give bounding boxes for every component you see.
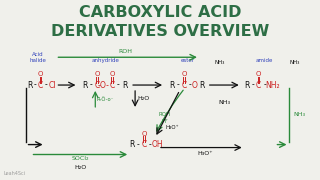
Text: OH: OH	[151, 140, 163, 149]
Text: R: R	[123, 80, 128, 89]
Text: O: O	[256, 71, 261, 77]
Text: O: O	[192, 80, 198, 89]
Text: -: -	[149, 140, 151, 149]
Text: O: O	[141, 131, 147, 137]
Text: R: R	[199, 80, 204, 89]
Text: -O-: -O-	[98, 80, 110, 89]
Text: -: -	[251, 80, 254, 89]
Text: -: -	[188, 80, 191, 89]
Text: R: R	[169, 80, 175, 89]
Text: C: C	[141, 140, 147, 149]
Text: anhydride: anhydride	[91, 58, 119, 63]
Text: C: C	[181, 80, 187, 89]
Text: NH₃: NH₃	[214, 60, 225, 65]
Text: -: -	[90, 80, 93, 89]
Text: -: -	[177, 80, 179, 89]
Text: amide: amide	[256, 58, 273, 63]
Text: NH₃: NH₃	[289, 60, 300, 65]
Text: H₂O: H₂O	[74, 165, 86, 170]
Text: -: -	[263, 80, 266, 89]
Text: NH₃: NH₃	[219, 100, 231, 105]
Text: Cl: Cl	[49, 80, 56, 89]
Text: NH₃: NH₃	[293, 112, 305, 117]
Text: Acid
halide: Acid halide	[29, 52, 46, 63]
Text: O: O	[95, 71, 100, 77]
Text: -: -	[45, 80, 48, 89]
Text: DERIVATIVES OVERVIEW: DERIVATIVES OVERVIEW	[51, 24, 269, 39]
Text: ester: ester	[181, 58, 195, 63]
Text: R: R	[129, 140, 135, 149]
Text: ROH: ROH	[118, 49, 132, 54]
Text: H⁺: H⁺	[162, 119, 168, 124]
Text: R: R	[27, 80, 32, 89]
Text: H₃O⁺: H₃O⁺	[165, 125, 179, 130]
Text: ROH: ROH	[159, 112, 171, 117]
Text: R-Ö-o⁻: R-Ö-o⁻	[97, 97, 114, 102]
Text: C: C	[256, 80, 261, 89]
Text: C: C	[95, 80, 100, 89]
Text: Leah4Sci: Leah4Sci	[4, 171, 26, 176]
Text: R: R	[244, 80, 249, 89]
Text: O: O	[109, 71, 115, 77]
Text: R: R	[83, 80, 88, 89]
Text: -: -	[117, 80, 120, 89]
Text: -: -	[33, 80, 36, 89]
Text: CARBOXYLIC ACID: CARBOXYLIC ACID	[79, 5, 241, 20]
Text: H₃O⁺: H₃O⁺	[197, 151, 212, 156]
Text: C: C	[38, 80, 43, 89]
Text: NH₂: NH₂	[265, 80, 280, 89]
Text: C: C	[109, 80, 115, 89]
Text: SOCl₂: SOCl₂	[72, 156, 89, 161]
Text: H₂O: H₂O	[137, 96, 149, 102]
Text: O: O	[181, 71, 187, 77]
Text: O: O	[38, 71, 43, 77]
Text: -: -	[137, 140, 140, 149]
